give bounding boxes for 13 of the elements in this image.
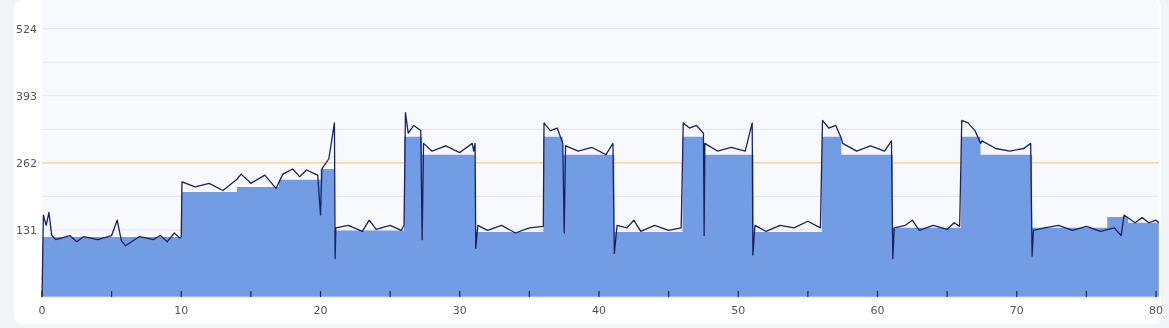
y-tick-label: 393: [16, 89, 37, 103]
x-tick-label: 20: [313, 304, 328, 317]
x-tick-label: 70: [1009, 304, 1024, 317]
y-tick-label: 131: [16, 223, 37, 237]
x-tick-label: 40: [592, 304, 607, 317]
x-tick-label: 10: [174, 304, 189, 317]
y-tick-label: 262: [16, 156, 37, 170]
x-tick-label: 60: [870, 304, 885, 317]
x-tick-label: 50: [731, 304, 746, 317]
y-tick-label: 524: [16, 22, 37, 36]
x-tick-label: 80: [1149, 304, 1164, 317]
x-tick-label: 30: [452, 304, 467, 317]
x-tick-label: 0: [38, 304, 46, 317]
